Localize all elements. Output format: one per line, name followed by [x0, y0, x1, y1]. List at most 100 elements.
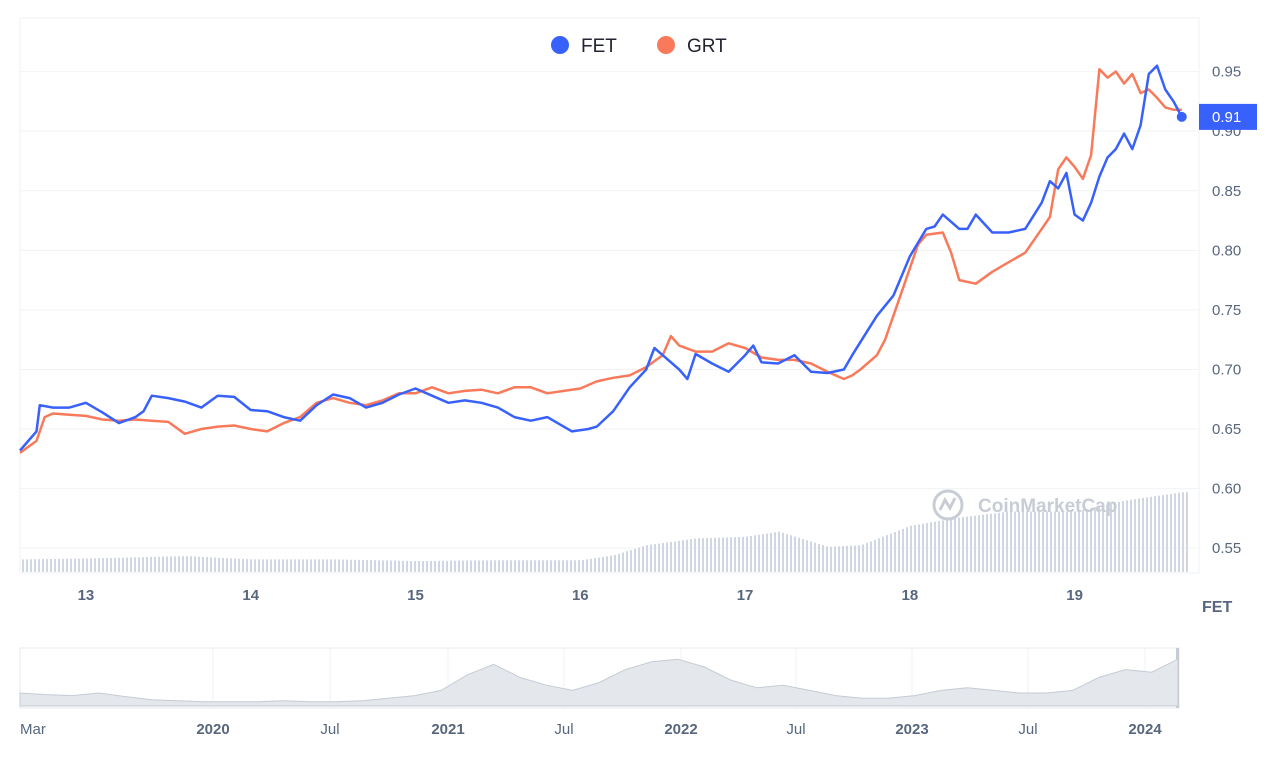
volume-bar — [622, 552, 624, 572]
volume-bar — [94, 558, 96, 572]
volume-bar — [326, 559, 328, 572]
volume-bar — [86, 558, 88, 572]
volume-bar — [662, 542, 664, 572]
volume-bar — [702, 538, 704, 572]
volume-bar — [822, 545, 824, 572]
legend-label-grt[interactable]: GRT — [687, 36, 727, 57]
volume-bar — [566, 560, 568, 572]
volume-bar — [1090, 508, 1092, 572]
volume-bar — [178, 556, 180, 572]
volume-bar — [1006, 511, 1008, 572]
volume-bar — [354, 559, 356, 572]
navigator-area — [19, 658, 1179, 707]
volume-bar — [602, 556, 604, 572]
volume-bar — [166, 556, 168, 572]
volume-bar — [562, 560, 564, 572]
volume-bar — [1094, 507, 1096, 572]
volume-bar — [1042, 511, 1044, 572]
volume-bar — [1146, 497, 1148, 572]
volume-bar — [818, 543, 820, 572]
volume-bar — [534, 560, 536, 572]
volume-bar — [758, 534, 760, 572]
volume-bar — [1066, 511, 1068, 572]
volume-bar — [890, 533, 892, 572]
x-tick-label: 19 — [1066, 587, 1083, 604]
volume-bar — [414, 561, 416, 572]
volume-bar — [462, 560, 464, 572]
navigator-tick-label: Mar — [20, 721, 46, 738]
volume-bar — [170, 556, 172, 572]
volume-bar — [1110, 503, 1112, 572]
volume-bar — [1122, 501, 1124, 572]
volume-bar — [254, 559, 256, 572]
volume-bar — [426, 560, 428, 572]
volume-bar — [22, 559, 24, 572]
series-line-fet — [19, 64, 1183, 452]
volume-bar — [150, 556, 152, 572]
legend-marker-fet[interactable] — [551, 36, 569, 54]
volume-bar — [46, 559, 48, 572]
volume-bar — [110, 557, 112, 572]
volume-bar — [370, 560, 372, 572]
volume-bar — [798, 537, 800, 572]
volume-bar — [278, 559, 280, 572]
volume-bar — [806, 540, 808, 572]
volume-bar — [1074, 511, 1076, 572]
x-tick-label: 17 — [737, 587, 754, 604]
volume-bar — [722, 537, 724, 572]
legend-marker-grt[interactable] — [657, 36, 675, 54]
volume-bar — [578, 560, 580, 572]
legend[interactable]: FET GRT — [551, 36, 727, 57]
volume-bar — [814, 542, 816, 572]
volume-bar — [698, 538, 700, 572]
volume-bar — [770, 532, 772, 572]
volume-bar — [726, 537, 728, 572]
legend-label-fet[interactable]: FET — [581, 36, 617, 57]
volume-bar — [210, 557, 212, 572]
volume-bar — [946, 519, 948, 572]
volume-bar — [834, 546, 836, 572]
volume-bar — [342, 559, 344, 572]
y-tick-label: 0.65 — [1212, 421, 1241, 438]
y-tick-label: 0.55 — [1212, 540, 1241, 557]
volume-bar — [402, 560, 404, 572]
volume-bar — [130, 557, 132, 572]
volume-bar — [1022, 511, 1024, 572]
y-axis: 0.950.900.850.800.750.700.650.600.55 — [1212, 64, 1241, 558]
volume-bar — [902, 528, 904, 572]
volume-bar — [1154, 496, 1156, 572]
volume-bar — [126, 557, 128, 572]
volume-bar — [34, 559, 36, 572]
volume-bar — [858, 545, 860, 572]
volume-bar — [398, 560, 400, 572]
volume-bar — [394, 560, 396, 572]
volume-bar — [530, 560, 532, 572]
volume-bar — [494, 560, 496, 572]
volume-bar — [830, 546, 832, 572]
volume-bar — [190, 556, 192, 572]
volume-bar — [998, 512, 1000, 572]
navigator-tick-label: Jul — [786, 721, 805, 738]
volume-bar — [1186, 492, 1188, 572]
volume-bar — [446, 560, 448, 572]
volume-bar — [514, 560, 516, 572]
volume-bar — [874, 539, 876, 572]
volume-bar — [1170, 493, 1172, 572]
volume-bar — [378, 560, 380, 572]
volume-bar — [1142, 497, 1144, 572]
volume-bar — [162, 556, 164, 572]
volume-bar — [882, 536, 884, 572]
volume-bar — [1034, 511, 1036, 572]
volume-bar — [146, 557, 148, 572]
volume-bar — [846, 545, 848, 572]
volume-bar — [982, 514, 984, 572]
navigator-tick-label: 2022 — [664, 721, 697, 738]
volume-bar — [298, 559, 300, 572]
volume-bar — [358, 559, 360, 572]
volume-bar — [926, 523, 928, 572]
volume-bar — [526, 560, 528, 572]
volume-bar — [454, 560, 456, 572]
volume-bar — [406, 560, 408, 572]
volume-bar — [262, 559, 264, 572]
volume-bar — [154, 556, 156, 572]
